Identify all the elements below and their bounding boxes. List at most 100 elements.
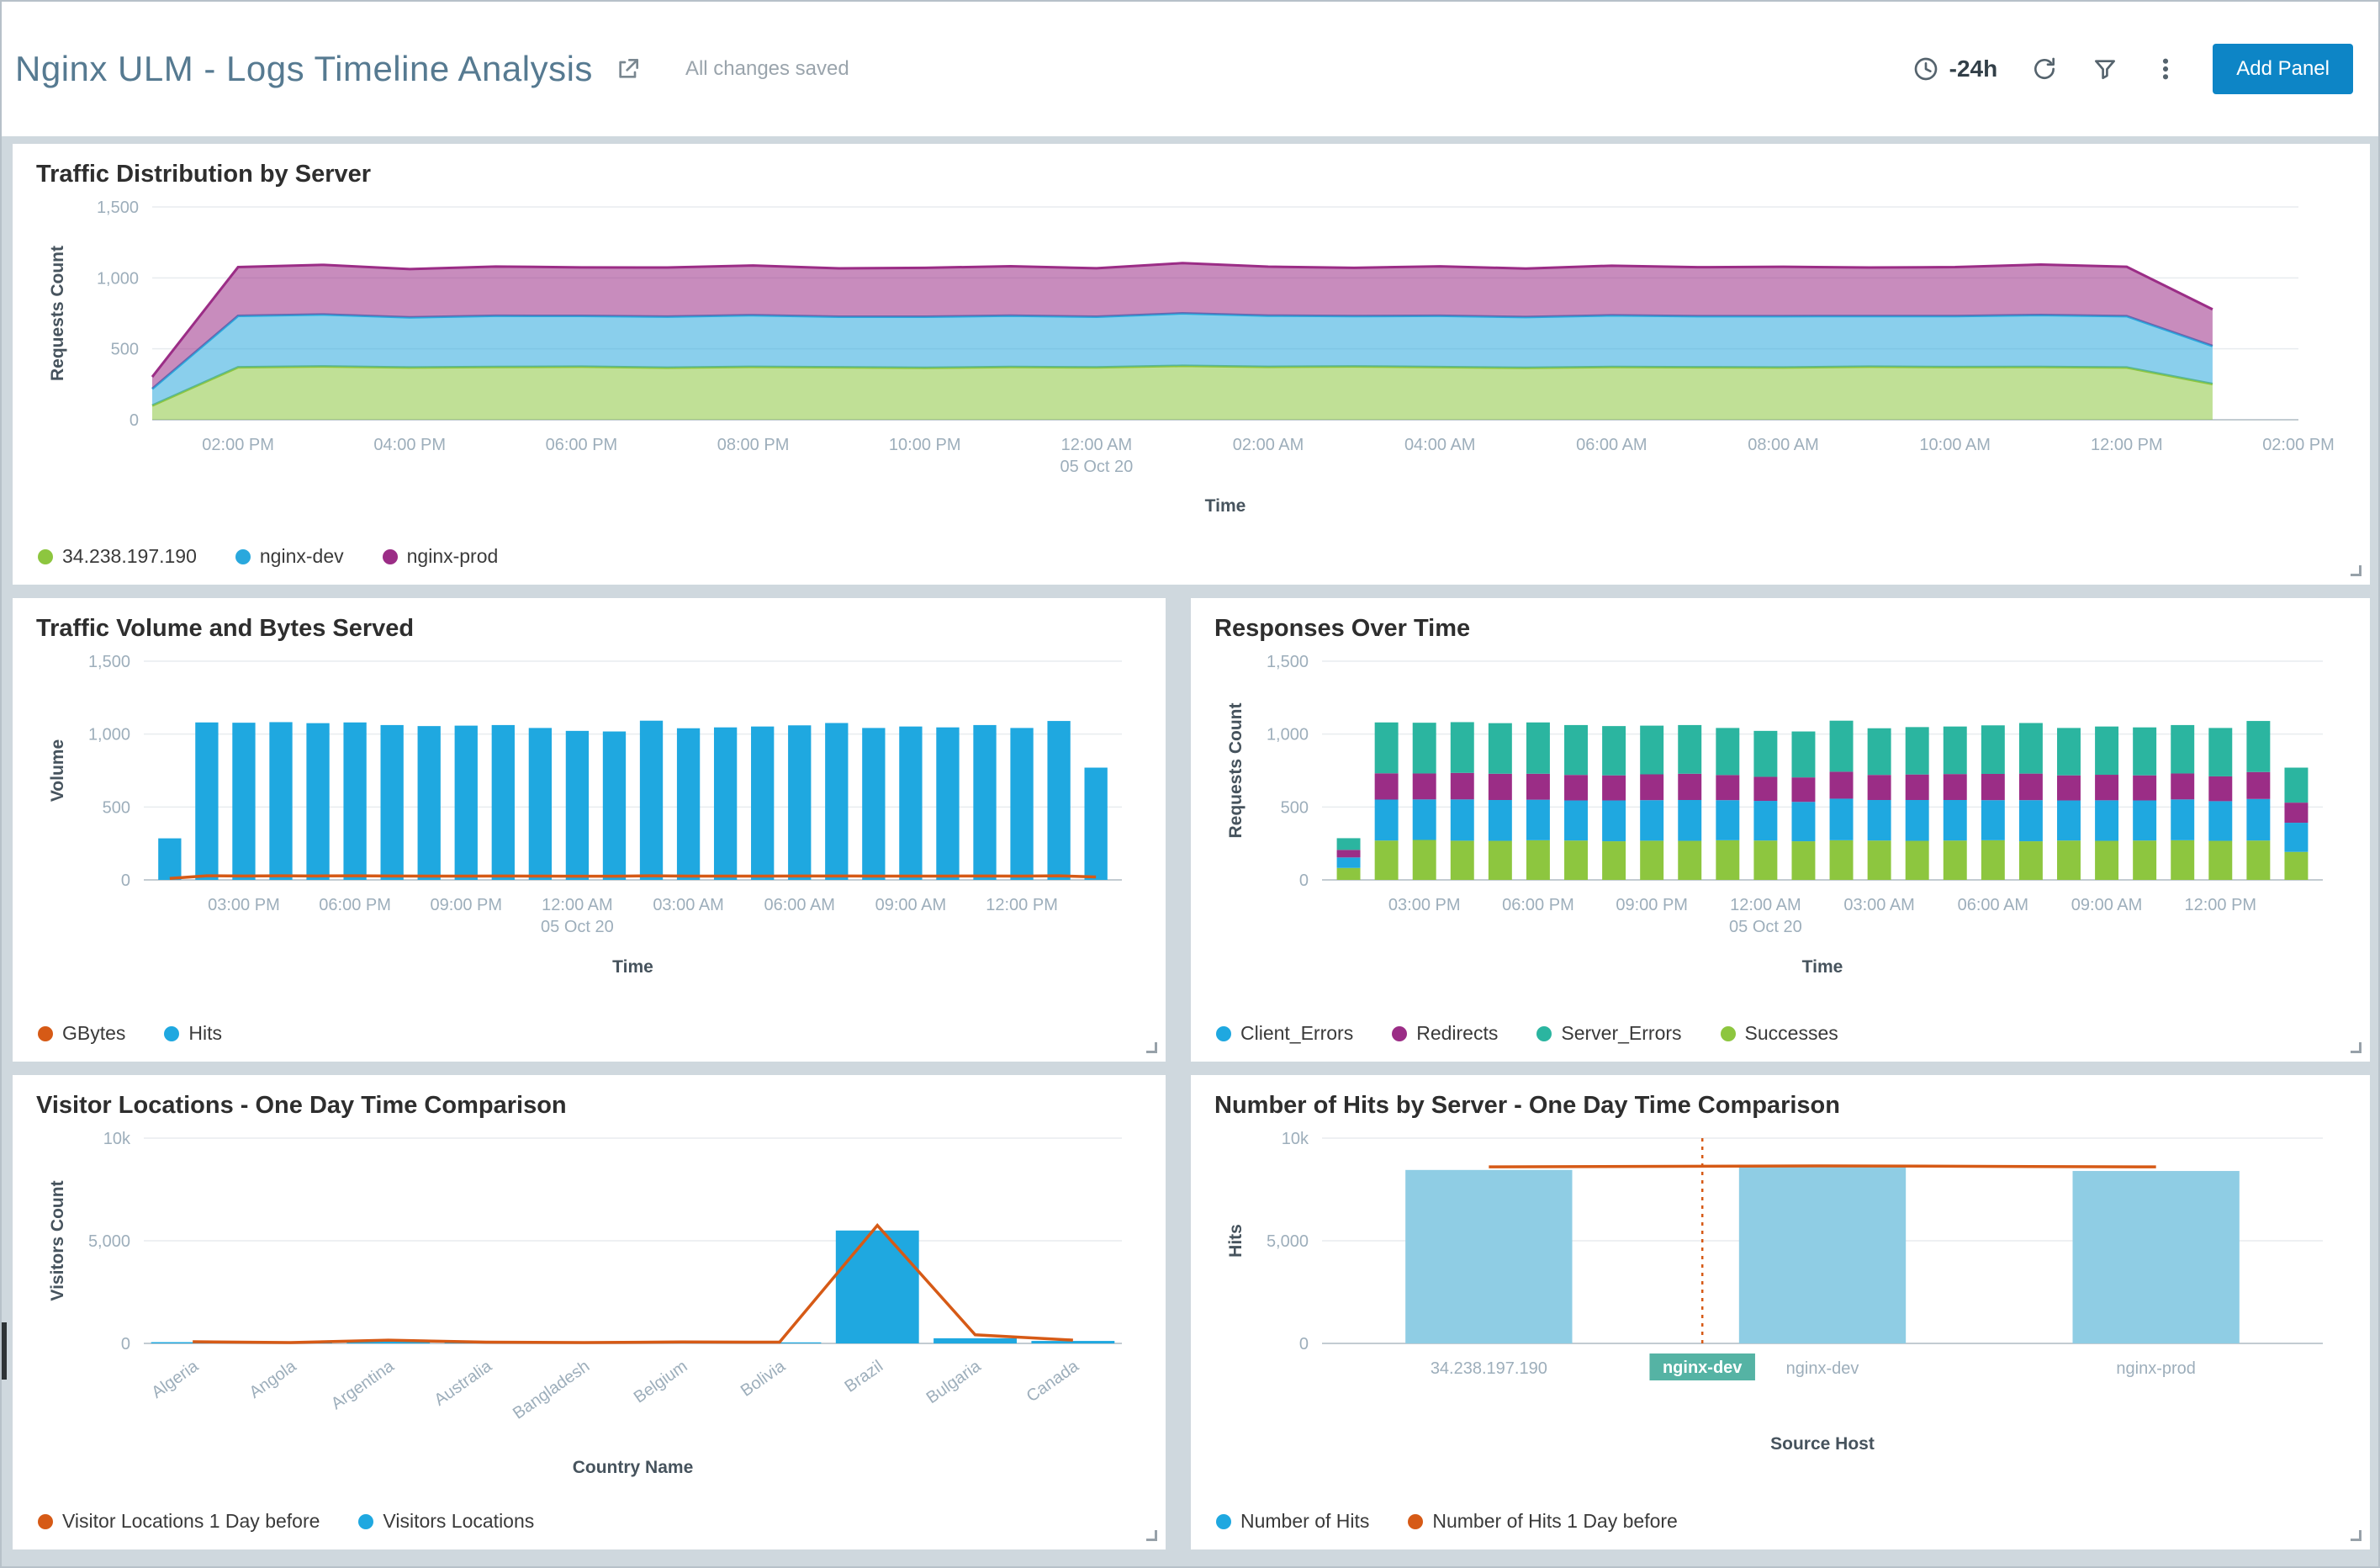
svg-text:06:00 AM: 06:00 AM bbox=[1958, 896, 2029, 914]
svg-text:09:00 AM: 09:00 AM bbox=[875, 896, 947, 914]
legend-item[interactable]: Visitor Locations 1 Day before bbox=[38, 1510, 320, 1533]
svg-text:Australia: Australia bbox=[431, 1357, 496, 1410]
responses-over-time-chart[interactable]: 0 500 1,000 1,500 03:00 PM 06:00 PM 09:00 PM 12… bbox=[1213, 649, 2370, 990]
svg-text:Volume: Volume bbox=[48, 739, 67, 802]
svg-text:Bulgaria: Bulgaria bbox=[923, 1357, 985, 1408]
legend-item[interactable]: Number of Hits 1 Day before bbox=[1408, 1510, 1678, 1533]
svg-text:0: 0 bbox=[1299, 1335, 1309, 1353]
svg-text:06:00 PM: 06:00 PM bbox=[546, 436, 618, 454]
panel-title: Visitor Locations - One Day Time Compari… bbox=[36, 1092, 567, 1119]
panel-visitor-locations: Visitor Locations - One Day Time Compari… bbox=[13, 1075, 1166, 1549]
legend-item[interactable]: GBytes bbox=[38, 1022, 125, 1045]
svg-text:08:00 PM: 08:00 PM bbox=[717, 436, 790, 454]
legend-item[interactable]: Client_Errors bbox=[1216, 1022, 1353, 1045]
scrollbar-artifact bbox=[2, 1322, 7, 1380]
legend-item[interactable]: nginx-dev bbox=[235, 545, 344, 568]
resize-handle-icon[interactable] bbox=[1146, 1042, 1157, 1053]
legend-dot-icon bbox=[1408, 1513, 1424, 1529]
time-range-control[interactable]: -24h bbox=[1912, 56, 1998, 82]
panel-traffic-volume: Traffic Volume and Bytes Served 0 500 1,00… bbox=[13, 598, 1166, 1062]
clock-icon bbox=[1912, 56, 1939, 82]
share-icon[interactable] bbox=[615, 56, 642, 82]
svg-text:Angola: Angola bbox=[246, 1357, 300, 1402]
resize-handle-icon[interactable] bbox=[1146, 1530, 1157, 1541]
resize-handle-icon[interactable] bbox=[2351, 1042, 2361, 1053]
legend-item[interactable]: Successes bbox=[1720, 1022, 1838, 1045]
traffic-volume-chart[interactable]: 0 500 1,000 1,500 03:00 PM 06:00 PM 09:00 PM 12… bbox=[34, 649, 1166, 990]
svg-text:0: 0 bbox=[130, 411, 139, 430]
legend-label: nginx-prod bbox=[406, 545, 499, 567]
svg-text:09:00 PM: 09:00 PM bbox=[1616, 896, 1688, 914]
svg-text:nginx-prod: nginx-prod bbox=[2116, 1359, 2196, 1378]
svg-text:10k: 10k bbox=[103, 1130, 131, 1148]
svg-text:10:00 PM: 10:00 PM bbox=[889, 436, 961, 454]
svg-text:1,500: 1,500 bbox=[88, 653, 130, 671]
svg-text:12:00 AM: 12:00 AM bbox=[542, 896, 613, 914]
dashboard-header: Nginx ULM - Logs Timeline Analysis All c… bbox=[2, 2, 2378, 136]
legend: 34.238.197.190 nginx-dev nginx-prod bbox=[38, 545, 2370, 585]
svg-text:04:00 PM: 04:00 PM bbox=[373, 436, 446, 454]
legend-dot-icon bbox=[38, 548, 53, 564]
svg-text:Bolivia: Bolivia bbox=[738, 1357, 790, 1401]
panel-hits-by-server: Number of Hits by Server - One Day Time … bbox=[1191, 1075, 2370, 1549]
svg-text:08:00 AM: 08:00 AM bbox=[1748, 436, 1819, 454]
legend-dot-icon bbox=[358, 1513, 374, 1529]
kebab-menu-icon[interactable] bbox=[2152, 56, 2179, 82]
svg-text:Argentina: Argentina bbox=[328, 1357, 398, 1414]
svg-text:09:00 AM: 09:00 AM bbox=[2071, 896, 2143, 914]
svg-text:Source Host: Source Host bbox=[1770, 1434, 1875, 1454]
svg-text:06:00 AM: 06:00 AM bbox=[764, 896, 835, 914]
resize-handle-icon[interactable] bbox=[2351, 1530, 2361, 1541]
dashboard-title: Nginx ULM - Logs Timeline Analysis bbox=[15, 49, 593, 88]
legend-dot-icon bbox=[235, 548, 251, 564]
svg-text:12:00 AM: 12:00 AM bbox=[1730, 896, 1801, 914]
svg-text:1,500: 1,500 bbox=[1267, 653, 1309, 671]
legend-item[interactable]: 34.238.197.190 bbox=[38, 545, 197, 568]
resize-handle-icon[interactable] bbox=[2351, 565, 2361, 576]
legend-item[interactable]: Number of Hits bbox=[1216, 1510, 1369, 1533]
svg-text:02:00 AM: 02:00 AM bbox=[1233, 436, 1304, 454]
panel-title: Responses Over Time bbox=[1214, 615, 1471, 642]
svg-text:Canada: Canada bbox=[1023, 1357, 1083, 1406]
legend-label: Server_Errors bbox=[1561, 1022, 1682, 1044]
legend-item[interactable]: Server_Errors bbox=[1536, 1022, 1682, 1045]
svg-text:10k: 10k bbox=[1282, 1130, 1309, 1148]
legend-item[interactable]: Visitors Locations bbox=[358, 1510, 534, 1533]
traffic-distribution-chart[interactable]: 0 500 1,000 1,500 02:00 PM 04:00 PM 06:00 PM 08… bbox=[34, 195, 2370, 529]
panel-traffic-distribution: Traffic Distribution by Server 0 500 1,000… bbox=[13, 144, 2370, 585]
panel-title: Traffic Volume and Bytes Served bbox=[36, 615, 415, 642]
svg-text:12:00 PM: 12:00 PM bbox=[2184, 896, 2256, 914]
svg-text:Bangladesh: Bangladesh bbox=[510, 1357, 593, 1423]
svg-text:03:00 PM: 03:00 PM bbox=[208, 896, 280, 914]
svg-text:500: 500 bbox=[1281, 798, 1309, 817]
legend-label: Successes bbox=[1744, 1022, 1838, 1044]
visitor-locations-chart[interactable]: 0 5,000 10k Algeria Angola Argentina Australia… bbox=[34, 1126, 1166, 1491]
legend-dot-icon bbox=[164, 1025, 180, 1041]
add-panel-button[interactable]: Add Panel bbox=[2213, 44, 2353, 94]
legend: Client_Errors Redirects Server_Errors Succe… bbox=[1216, 1022, 2370, 1062]
svg-text:02:00 PM: 02:00 PM bbox=[2262, 436, 2335, 454]
hits-by-server-chart[interactable]: 0 5,000 10k 34.238.197.190 nginx-dev nginx-pr… bbox=[1213, 1126, 2370, 1467]
svg-text:Hits: Hits bbox=[1226, 1224, 1246, 1258]
svg-text:0: 0 bbox=[121, 1335, 130, 1353]
svg-text:nginx-dev: nginx-dev bbox=[1786, 1359, 1859, 1378]
svg-text:06:00 PM: 06:00 PM bbox=[1502, 896, 1574, 914]
svg-text:Belgium: Belgium bbox=[631, 1357, 691, 1406]
svg-text:Algeria: Algeria bbox=[148, 1357, 202, 1402]
svg-text:06:00 PM: 06:00 PM bbox=[319, 896, 391, 914]
svg-text:1,000: 1,000 bbox=[97, 269, 139, 288]
legend-item[interactable]: Redirects bbox=[1392, 1022, 1498, 1045]
panel-responses-over-time: Responses Over Time 0 500 1,000 1,500 03:00 … bbox=[1191, 598, 2370, 1062]
svg-text:Time: Time bbox=[612, 957, 653, 977]
svg-text:04:00 AM: 04:00 AM bbox=[1404, 436, 1476, 454]
svg-text:Brazil: Brazil bbox=[842, 1357, 887, 1396]
svg-text:Requests Count: Requests Count bbox=[1226, 702, 1246, 838]
filter-icon[interactable] bbox=[2092, 56, 2118, 82]
legend-item[interactable]: Hits bbox=[164, 1022, 222, 1045]
svg-text:Country Name: Country Name bbox=[573, 1458, 694, 1477]
legend-item[interactable]: nginx-prod bbox=[382, 545, 499, 568]
legend: GBytes Hits bbox=[38, 1022, 1166, 1062]
svg-text:05 Oct 20: 05 Oct 20 bbox=[1729, 918, 1802, 936]
time-range-value: -24h bbox=[1949, 56, 1998, 82]
refresh-icon[interactable] bbox=[2031, 56, 2058, 82]
